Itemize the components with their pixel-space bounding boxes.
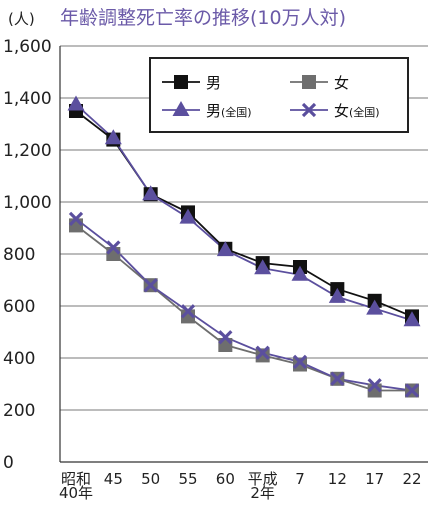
chart-title: 年齢調整死亡率の推移(10万人対) xyxy=(60,7,346,29)
x-tick-label: 50 xyxy=(141,470,160,488)
x-tick-label: 40年 xyxy=(59,484,93,502)
x-tick-label: 12 xyxy=(328,470,347,488)
y-tick-label: 1,400 xyxy=(3,89,52,109)
y-tick-label: 1,000 xyxy=(3,193,52,213)
x-tick-label: 平成 xyxy=(248,470,278,488)
data-point-s2-7 xyxy=(328,287,346,303)
x-tick-label: 60 xyxy=(216,470,235,488)
data-point-s3-8 xyxy=(367,378,382,393)
series-markers xyxy=(67,95,421,398)
data-point-s3-1 xyxy=(106,240,121,255)
axes xyxy=(59,46,428,463)
y-tick-label: 800 xyxy=(3,245,35,265)
data-point-s3-0 xyxy=(68,211,84,227)
data-point-s2-2 xyxy=(142,185,160,201)
legend-marker-3 xyxy=(301,102,317,118)
legend-box xyxy=(149,57,409,133)
legend-marker-0 xyxy=(174,75,188,89)
data-point-s2-3 xyxy=(179,208,197,224)
data-point-s2-8 xyxy=(366,299,384,315)
y-tick-labels: 0 200 400 600 800 1,000 1,200 1,400 1,600 xyxy=(3,37,52,473)
legend-marker-2 xyxy=(172,101,190,116)
series-line-0 xyxy=(75,110,413,318)
data-point-s3-4 xyxy=(218,330,233,345)
data-point-s2-0 xyxy=(67,95,85,111)
legend-label-3: 女(全国) xyxy=(334,102,380,120)
x-tick-label: 2年 xyxy=(250,484,275,502)
y-unit-label: (人) xyxy=(8,10,35,28)
legend: 男 女男(全国) 女(全国) xyxy=(149,57,409,133)
x-tick-label: 17 xyxy=(365,470,384,488)
data-point-s2-1 xyxy=(104,129,122,145)
y-tick-label: 1,600 xyxy=(3,37,52,57)
data-point-s2-6 xyxy=(291,265,309,281)
x-tick-label: 昭和 xyxy=(61,470,91,488)
data-point-s3-6 xyxy=(292,354,308,370)
data-point-s2-4 xyxy=(216,241,234,257)
data-point-s3-2 xyxy=(143,278,158,293)
y-tick-label: 400 xyxy=(3,349,35,369)
series-line-1 xyxy=(75,224,412,392)
x-tick-label: 45 xyxy=(104,470,123,488)
data-point-s2-5 xyxy=(254,259,272,275)
legend-label-0: 男 xyxy=(206,74,221,92)
series-line-3 xyxy=(75,218,413,392)
data-point-s1-6 xyxy=(293,357,307,372)
y-tick-label: 0 xyxy=(3,453,14,473)
series-lines xyxy=(75,103,413,392)
data-point-s2-9 xyxy=(403,311,421,327)
data-point-s3-5 xyxy=(255,345,270,360)
data-point-s1-5 xyxy=(255,348,270,363)
y-tick-label: 1,200 xyxy=(3,141,52,161)
legend-marker-1 xyxy=(302,75,316,89)
data-point-s3-7 xyxy=(330,371,345,386)
legend-label-2: 男(全国) xyxy=(206,102,252,120)
data-point-s3-3 xyxy=(180,304,196,319)
x-tick-label: 22 xyxy=(402,470,421,488)
x-tick-label: 7 xyxy=(295,470,305,488)
legend-label-1: 女 xyxy=(334,74,349,92)
y-tick-label: 600 xyxy=(3,297,35,317)
x-tick-label: 55 xyxy=(178,470,197,488)
series-line-2 xyxy=(75,103,413,322)
data-point-s3-9 xyxy=(404,383,420,398)
y-tick-label: 200 xyxy=(3,401,35,421)
